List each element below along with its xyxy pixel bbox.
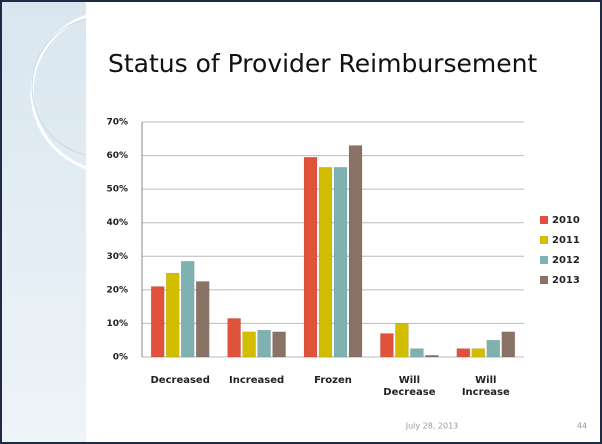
y-tick-label: 70% xyxy=(106,118,128,128)
bar xyxy=(486,339,501,358)
page-number: 44 xyxy=(577,422,587,431)
bar xyxy=(501,331,516,358)
side-strip xyxy=(2,2,86,442)
bar xyxy=(410,348,424,358)
chart-title: Status of Provider Reimbursement xyxy=(108,49,537,78)
x-tick-label: Decreased xyxy=(150,375,210,386)
y-tick-label: 40% xyxy=(106,218,128,228)
legend-swatch xyxy=(540,276,548,284)
legend-swatch xyxy=(540,216,548,224)
legend-label: 2010 xyxy=(552,215,580,226)
bar xyxy=(272,331,286,358)
legend-label: 2012 xyxy=(552,255,580,266)
bar xyxy=(303,157,318,358)
legend-label: 2011 xyxy=(552,235,580,246)
bar xyxy=(348,145,363,358)
bar xyxy=(380,333,394,358)
legend-swatch xyxy=(540,236,548,244)
bar xyxy=(227,318,241,358)
legend-swatch xyxy=(540,256,548,264)
footer-date: July 28, 2013 xyxy=(405,422,459,431)
y-tick-label: 0% xyxy=(113,353,128,363)
bar xyxy=(333,167,348,358)
bar xyxy=(425,355,439,358)
y-tick-label: 20% xyxy=(106,285,128,295)
bar xyxy=(150,286,165,358)
bar xyxy=(257,329,271,358)
legend-label: 2013 xyxy=(552,275,580,286)
bar xyxy=(456,348,471,358)
x-tick-label: Will Decrease xyxy=(383,375,436,398)
x-tick-label: Will Increase xyxy=(461,375,510,398)
y-tick-label: 30% xyxy=(106,252,128,262)
y-tick-label: 60% xyxy=(106,151,128,161)
x-tick-label: Frozen xyxy=(314,375,352,386)
bar xyxy=(180,261,195,358)
bar xyxy=(395,323,409,358)
x-tick-label: Increased xyxy=(229,375,285,386)
bar xyxy=(242,331,256,358)
y-tick-label: 50% xyxy=(106,185,128,195)
bar xyxy=(195,281,210,358)
y-tick-label: 10% xyxy=(106,319,128,329)
bar xyxy=(318,167,333,358)
bar xyxy=(471,348,486,358)
bar xyxy=(165,272,180,358)
